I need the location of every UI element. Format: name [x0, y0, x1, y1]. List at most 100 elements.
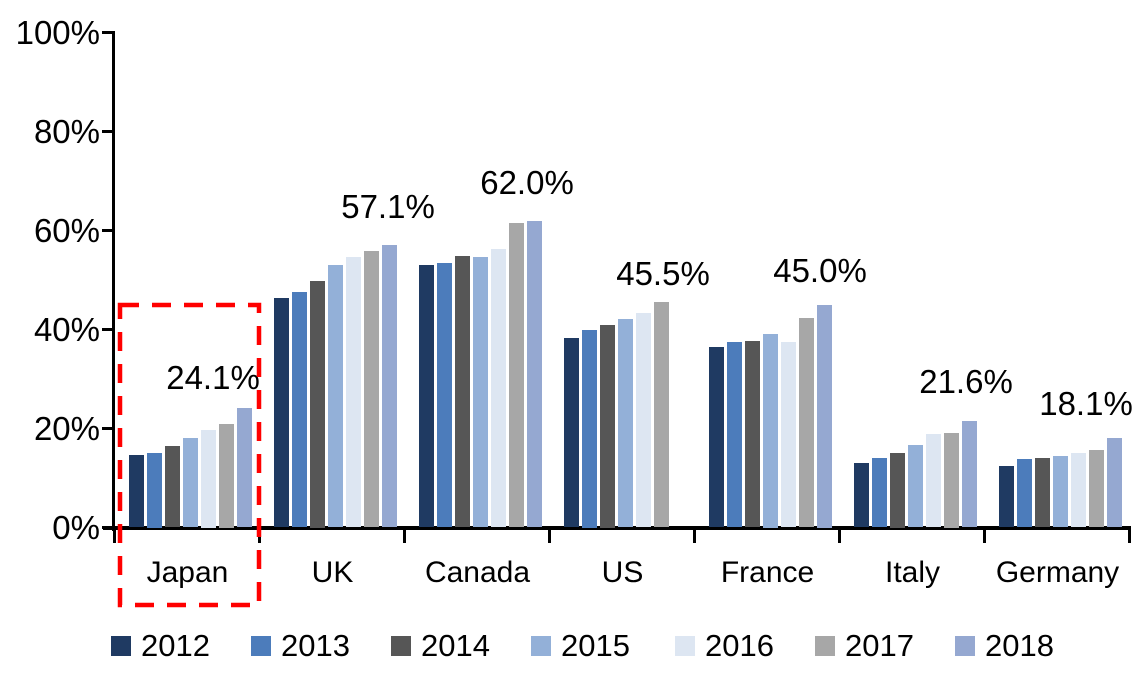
y-axis-tick: [102, 427, 115, 430]
y-axis-tick-label: 20%: [33, 409, 100, 447]
bar-japan-2012: [129, 454, 144, 528]
legend-label: 2014: [421, 628, 490, 663]
bar-uk-2014: [310, 281, 325, 528]
y-axis-tick-label: 60%: [33, 211, 100, 249]
y-axis-tick: [102, 229, 115, 232]
legend-item-2017: 2017: [815, 630, 914, 661]
bar-germany-2013: [1017, 458, 1032, 528]
legend-swatch: [815, 635, 835, 656]
x-axis-tick: [983, 526, 986, 543]
bar-france-2018: [817, 304, 832, 528]
bar-canada-2013: [437, 263, 452, 528]
legend-swatch: [111, 635, 131, 656]
legend-label: 2015: [561, 628, 630, 663]
legend-label: 2012: [141, 628, 210, 663]
x-axis-line: [103, 526, 1131, 530]
bar-uk-2018: [382, 244, 397, 528]
legend-item-2012: 2012: [111, 630, 210, 661]
x-axis-tick: [113, 526, 116, 543]
bar-italy-2016: [926, 433, 941, 528]
x-axis-tick: [403, 526, 406, 543]
bar-france-2013: [727, 341, 742, 528]
value-label: 62.0%: [480, 164, 574, 201]
y-axis-tick-label: 40%: [33, 310, 100, 348]
legend-swatch: [251, 635, 271, 656]
legend-item-2015: 2015: [531, 630, 630, 661]
bar-italy-2015: [908, 444, 923, 528]
bar-canada-2018: [527, 220, 542, 528]
legend-item-2016: 2016: [675, 630, 774, 661]
bar-japan-2017: [219, 424, 234, 528]
bar-germany-2015: [1053, 455, 1068, 528]
bar-uk-2015: [328, 265, 343, 528]
value-label: 57.1%: [341, 188, 435, 225]
value-label: 45.5%: [616, 255, 710, 292]
bar-us-2014: [600, 324, 615, 528]
legend-label: 2016: [705, 628, 774, 663]
y-axis-tick: [102, 526, 115, 529]
y-axis-tick-label: 80%: [33, 112, 100, 150]
bar-us-2015: [618, 319, 633, 528]
category-label-uk: UK: [311, 556, 354, 589]
bar-japan-2018: [237, 408, 252, 528]
bar-france-2015: [763, 333, 778, 528]
bar-uk-2012: [274, 298, 289, 528]
bar-japan-2015: [183, 438, 198, 528]
bar-us-2017: [654, 302, 669, 528]
x-axis-tick: [693, 526, 696, 543]
bar-germany-2012: [999, 466, 1014, 528]
y-axis-tick: [102, 31, 115, 34]
bar-japan-2013: [147, 453, 162, 528]
category-label-italy: Italy: [884, 556, 941, 589]
bar-italy-2018: [962, 420, 977, 528]
bar-france-2016: [781, 342, 796, 528]
bar-france-2014: [745, 341, 760, 528]
bar-canada-2012: [419, 265, 434, 528]
bar-france-2017: [799, 318, 814, 528]
category-label-france: France: [720, 556, 815, 589]
bar-germany-2014: [1035, 457, 1050, 528]
value-label: 18.1%: [1039, 385, 1133, 422]
bar-canada-2014: [455, 255, 470, 528]
bar-germany-2016: [1071, 452, 1086, 528]
bar-us-2016: [636, 312, 651, 528]
y-axis-tick: [102, 328, 115, 331]
y-axis-tick: [102, 130, 115, 133]
value-label: 45.0%: [773, 252, 867, 289]
bar-japan-2016: [201, 430, 216, 528]
legend-swatch: [675, 635, 695, 656]
bar-canada-2017: [509, 223, 524, 528]
y-axis-tick-label: 0%: [52, 508, 100, 546]
x-axis-tick: [838, 526, 841, 543]
x-axis-tick: [548, 526, 551, 543]
bar-canada-2016: [491, 249, 506, 528]
bar-france-2012: [709, 347, 724, 528]
bar-uk-2016: [346, 256, 361, 528]
category-label-canada: Canada: [424, 556, 531, 589]
bar-italy-2013: [872, 458, 887, 528]
y-axis-tick-label: 100%: [15, 13, 100, 51]
x-axis-tick: [258, 526, 261, 543]
bar-canada-2015: [473, 257, 488, 528]
value-label: 24.1%: [166, 359, 260, 396]
bar-germany-2018: [1107, 437, 1122, 528]
bar-uk-2013: [292, 291, 307, 528]
y-axis-line: [112, 31, 115, 531]
value-label: 21.6%: [919, 363, 1013, 400]
category-label-us: US: [601, 556, 644, 589]
legend-label: 2013: [281, 628, 350, 663]
category-label-germany: Germany: [995, 556, 1120, 589]
bar-germany-2017: [1089, 449, 1104, 528]
bar-us-2012: [564, 338, 579, 528]
bar-japan-2014: [165, 446, 180, 528]
legend-item-2013: 2013: [251, 630, 350, 661]
legend-item-2014: 2014: [391, 630, 490, 661]
bar-italy-2012: [854, 463, 869, 528]
legend-label: 2018: [985, 628, 1054, 663]
legend-swatch: [955, 635, 975, 656]
legend-swatch: [391, 635, 411, 656]
bar-italy-2017: [944, 432, 959, 528]
bar-italy-2014: [890, 453, 905, 528]
legend-swatch: [531, 635, 551, 656]
